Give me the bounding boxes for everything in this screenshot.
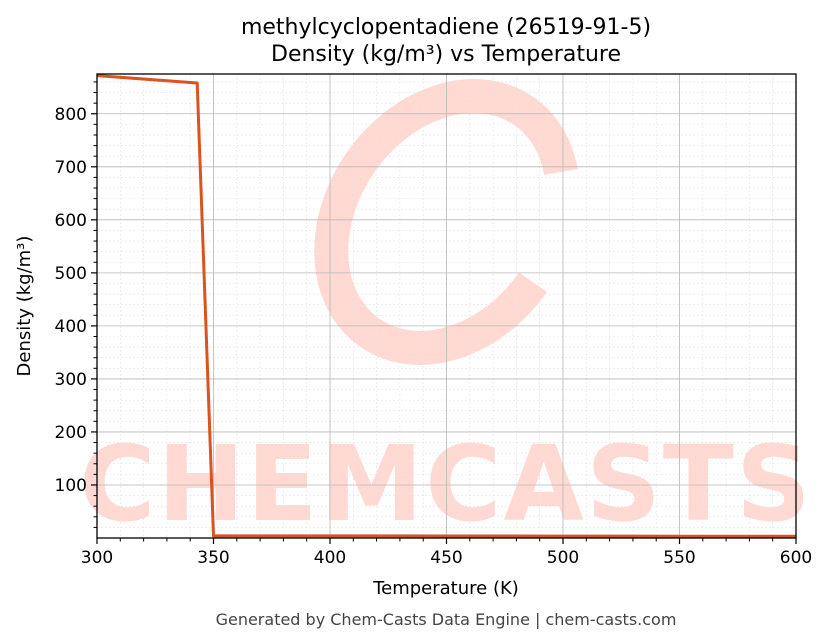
y-tick-label: 100 xyxy=(55,476,87,496)
y-tick-label: 800 xyxy=(55,105,87,125)
footer-credit: Generated by Chem-Casts Data Engine | ch… xyxy=(216,610,677,629)
y-tick-label: 200 xyxy=(55,423,87,443)
x-axis-label: Temperature (K) xyxy=(372,578,519,599)
y-tick-labels: 100 200 300 400 500 600 700 800 xyxy=(55,105,87,496)
x-tick-labels: 300 350 400 450 500 550 600 xyxy=(81,548,812,568)
series-layer xyxy=(96,74,797,538)
y-tick-label: 700 xyxy=(55,158,87,178)
x-tick-label: 450 xyxy=(430,548,462,568)
x-tick-label: 550 xyxy=(663,548,695,568)
chemcasts-watermark: CHEMCASTS xyxy=(79,79,812,545)
axis-ticks xyxy=(91,81,797,544)
chart-subtitle: Density (kg/m³) vs Temperature xyxy=(271,42,621,67)
density-series-line xyxy=(96,74,797,538)
y-axis-label: Density (kg/m³) xyxy=(14,236,35,377)
x-tick-label: 600 xyxy=(780,548,812,568)
x-tick-label: 500 xyxy=(547,548,579,568)
y-tick-label: 300 xyxy=(55,370,87,390)
y-tick-label: 600 xyxy=(55,211,87,231)
chart-title: methylcyclopentadiene (26519-91-5) xyxy=(241,15,651,40)
y-tick-label: 500 xyxy=(55,264,87,284)
x-tick-label: 350 xyxy=(197,548,229,568)
y-tick-label: 400 xyxy=(55,317,87,337)
watermark-text: CHEMCASTS xyxy=(79,423,812,545)
x-tick-label: 400 xyxy=(314,548,346,568)
x-tick-label: 300 xyxy=(81,548,113,568)
